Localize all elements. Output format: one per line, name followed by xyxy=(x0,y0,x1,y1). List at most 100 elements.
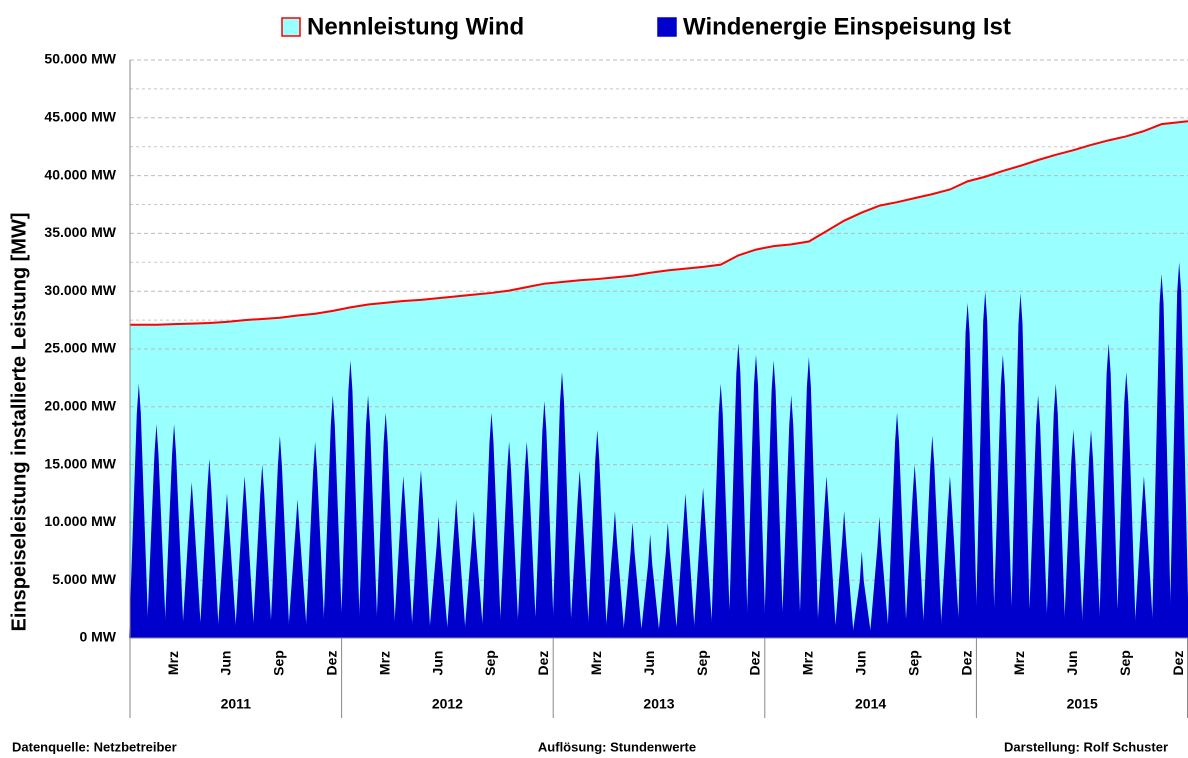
year-label: 2015 xyxy=(1067,696,1098,712)
feed-in-spike xyxy=(675,493,696,638)
feed-in-spike xyxy=(340,360,361,638)
y-tick-label: 25.000 MW xyxy=(44,340,116,356)
footer-left: Datenquelle: Netzbetreiber xyxy=(12,739,177,754)
feed-in-spike xyxy=(1169,262,1188,638)
x-tick-label: Jun xyxy=(429,651,445,676)
y-tick-label: 50.000 MW xyxy=(44,51,116,67)
y-tick-label: 35.000 MW xyxy=(44,224,116,240)
feed-in-spike xyxy=(182,481,202,638)
x-tick-label: Mrz xyxy=(376,651,392,675)
x-tick-label: Mrz xyxy=(165,651,181,675)
y-tick-label: 15.000 MW xyxy=(44,455,116,471)
x-tick-label: Sep xyxy=(482,650,498,676)
legend-label: Windenergie Einspeisung Ist xyxy=(683,13,1011,40)
year-label: 2014 xyxy=(855,696,886,712)
feed-in-spike xyxy=(799,357,819,638)
feed-in-spike xyxy=(1151,273,1172,638)
feed-in-spike xyxy=(1010,293,1031,638)
feed-in-spike xyxy=(164,424,184,638)
feed-in-spike xyxy=(517,441,537,638)
feed-in-spike xyxy=(622,522,643,638)
x-tick-label: Sep xyxy=(271,650,287,676)
feed-in-spike xyxy=(464,510,484,638)
x-tick-label: Jun xyxy=(1064,651,1080,676)
y-tick-label: 20.000 MW xyxy=(44,398,116,414)
x-tick-label: Sep xyxy=(905,650,921,676)
feed-in-spike xyxy=(605,510,625,638)
feed-in-spike xyxy=(1063,429,1084,638)
year-label: 2013 xyxy=(643,696,674,712)
feed-in-spike xyxy=(1134,476,1154,638)
feed-in-spike xyxy=(287,499,308,638)
feed-in-spike xyxy=(323,395,343,638)
x-tick-label: Jun xyxy=(641,651,657,676)
feed-in-spike xyxy=(411,470,431,638)
feed-in-spike xyxy=(816,476,837,638)
feed-in-spike xyxy=(587,429,607,638)
feed-in-spike xyxy=(887,412,907,638)
feed-in-spike xyxy=(234,476,255,638)
feed-in-spike xyxy=(728,343,749,638)
y-tick-label: 40.000 MW xyxy=(44,166,116,182)
feed-in-spike xyxy=(781,395,801,638)
feed-in-spike xyxy=(763,360,784,638)
x-tick-label: Jun xyxy=(218,651,234,676)
feed-in-spike xyxy=(1081,429,1101,638)
x-tick-label: Dez xyxy=(1170,651,1186,676)
feed-in-spike xyxy=(693,487,713,638)
feed-in-spike xyxy=(217,493,237,638)
feed-in-spike xyxy=(940,476,960,638)
x-tick-label: Sep xyxy=(1117,650,1133,676)
feed-in-spike xyxy=(746,354,766,638)
x-tick-label: Dez xyxy=(747,651,763,676)
x-tick-label: Jun xyxy=(852,651,868,676)
feed-in-spike xyxy=(869,516,890,638)
y-tick-label: 30.000 MW xyxy=(44,282,116,298)
feed-in-spike xyxy=(957,302,978,638)
feed-in-spike xyxy=(199,458,220,638)
legend-swatch xyxy=(281,17,301,37)
feed-in-spike xyxy=(658,522,678,638)
feed-in-spike xyxy=(1116,372,1136,638)
feed-in-spike xyxy=(640,533,660,638)
feed-in-spike xyxy=(975,291,995,638)
feed-in-spike xyxy=(129,383,149,638)
feed-in-spike xyxy=(569,470,590,638)
footer-center: Auflösung: Stundenwerte xyxy=(538,739,696,754)
year-label: 2011 xyxy=(221,696,252,712)
capacity-line xyxy=(130,120,1188,326)
footer-right: Darstellung: Rolf Schuster xyxy=(1004,739,1168,754)
feed-in-spike xyxy=(834,510,854,638)
x-tick-label: Dez xyxy=(323,651,339,676)
legend-label: Nennleistung Wind xyxy=(307,13,524,40)
x-tick-label: Mrz xyxy=(1011,651,1027,675)
year-label: 2012 xyxy=(432,696,463,712)
x-tick-label: Mrz xyxy=(800,651,816,675)
y-axis-title: Einspeiseleistung installierte Leistung … xyxy=(8,213,30,632)
feed-in-spike xyxy=(711,383,731,638)
feed-in-spike xyxy=(852,551,872,638)
feed-in-spike xyxy=(305,441,325,638)
feed-in-spike xyxy=(146,424,167,638)
x-tick-label: Sep xyxy=(694,650,710,676)
feed-in-spike xyxy=(1098,343,1119,638)
feed-in-spike xyxy=(922,435,943,638)
feed-in-spike xyxy=(428,516,449,638)
feed-in-spike xyxy=(270,435,290,638)
feed-in-spike xyxy=(252,464,272,638)
capacity-area xyxy=(130,121,1188,638)
feed-in-spike xyxy=(552,372,572,638)
y-tick-label: 0 MW xyxy=(79,629,116,645)
x-tick-label: Mrz xyxy=(588,651,604,675)
feed-in-spike xyxy=(904,464,925,638)
feed-in-spike xyxy=(375,412,396,638)
x-tick-label: Dez xyxy=(535,651,551,676)
feed-in-spike xyxy=(446,499,466,638)
feed-in-spike xyxy=(393,476,414,638)
y-tick-label: 45.000 MW xyxy=(44,109,116,125)
legend-swatch xyxy=(657,17,677,37)
feed-in-spike xyxy=(1028,395,1048,638)
feed-in-spike xyxy=(481,412,502,638)
feed-in-spike xyxy=(993,354,1013,638)
